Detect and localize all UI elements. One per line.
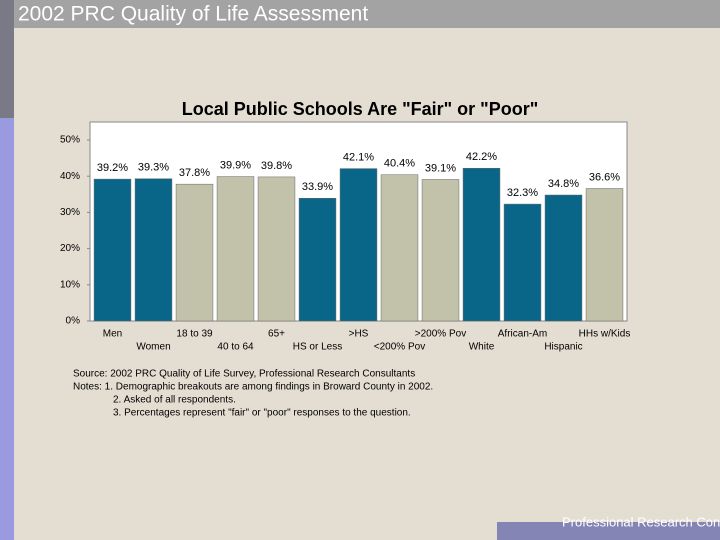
value-label: 39.2% bbox=[97, 162, 128, 174]
chart-title: Local Public Schools Are "Fair" or "Poor… bbox=[182, 99, 539, 119]
x-tick-label: HHs w/Kids bbox=[579, 329, 631, 340]
y-tick-label: 10% bbox=[60, 279, 80, 290]
value-label: 34.8% bbox=[548, 178, 579, 190]
note: Source: 2002 PRC Quality of Life Survey,… bbox=[73, 369, 415, 380]
value-label: 42.1% bbox=[343, 152, 374, 164]
value-label: 33.9% bbox=[302, 181, 333, 193]
value-label: 39.1% bbox=[425, 162, 456, 174]
bar bbox=[257, 176, 296, 322]
bar bbox=[421, 179, 460, 322]
x-tick-label: 40 to 64 bbox=[217, 342, 254, 353]
bar bbox=[339, 168, 378, 322]
value-label: 40.4% bbox=[384, 158, 415, 170]
x-tick-label: 65+ bbox=[268, 329, 285, 340]
value-label: 39.8% bbox=[261, 160, 292, 172]
bar bbox=[544, 194, 583, 322]
y-tick-label: 20% bbox=[60, 243, 80, 254]
value-label: 36.6% bbox=[589, 171, 620, 183]
y-tick-label: 40% bbox=[60, 171, 80, 182]
bar bbox=[93, 178, 132, 322]
value-label: 39.9% bbox=[220, 159, 251, 171]
x-tick-label: Men bbox=[103, 329, 122, 340]
value-label: 37.8% bbox=[179, 167, 210, 179]
note: 3. Percentages represent "fair" or "poor… bbox=[113, 408, 411, 419]
bar bbox=[134, 178, 173, 322]
value-label: 32.3% bbox=[507, 187, 538, 199]
x-tick-label: >HS bbox=[349, 329, 369, 340]
y-tick-label: 50% bbox=[60, 135, 80, 146]
bar bbox=[585, 188, 624, 322]
x-tick-label: African-Am bbox=[498, 329, 547, 340]
bar bbox=[175, 183, 214, 322]
footer: Professional Research Consultants bbox=[562, 514, 720, 529]
x-tick-label: <200% Pov bbox=[374, 342, 425, 353]
value-label: 42.2% bbox=[466, 151, 497, 163]
bar bbox=[298, 198, 337, 322]
note: 2. Asked of all respondents. bbox=[113, 395, 236, 406]
x-tick-label: Hispanic bbox=[544, 342, 582, 353]
y-tick-label: 0% bbox=[66, 316, 81, 327]
footer-box bbox=[497, 522, 720, 540]
title-bar bbox=[14, 0, 720, 28]
slide-title: 2002 PRC Quality of Life Assessment bbox=[18, 3, 368, 26]
side-band bbox=[0, 0, 14, 118]
bar bbox=[216, 176, 255, 322]
bar bbox=[503, 203, 542, 322]
x-tick-label: HS or Less bbox=[293, 342, 342, 353]
value-label: 39.3% bbox=[138, 162, 169, 174]
x-tick-label: Women bbox=[136, 342, 170, 353]
x-tick-label: 18 to 39 bbox=[176, 329, 213, 340]
x-tick-label: White bbox=[469, 342, 495, 353]
bar bbox=[380, 174, 419, 322]
y-tick-label: 30% bbox=[60, 207, 80, 218]
x-tick-label: >200% Pov bbox=[415, 329, 466, 340]
side-band bbox=[0, 118, 14, 540]
note: Notes: 1. Demographic breakouts are amon… bbox=[73, 382, 433, 393]
bar bbox=[462, 167, 501, 322]
